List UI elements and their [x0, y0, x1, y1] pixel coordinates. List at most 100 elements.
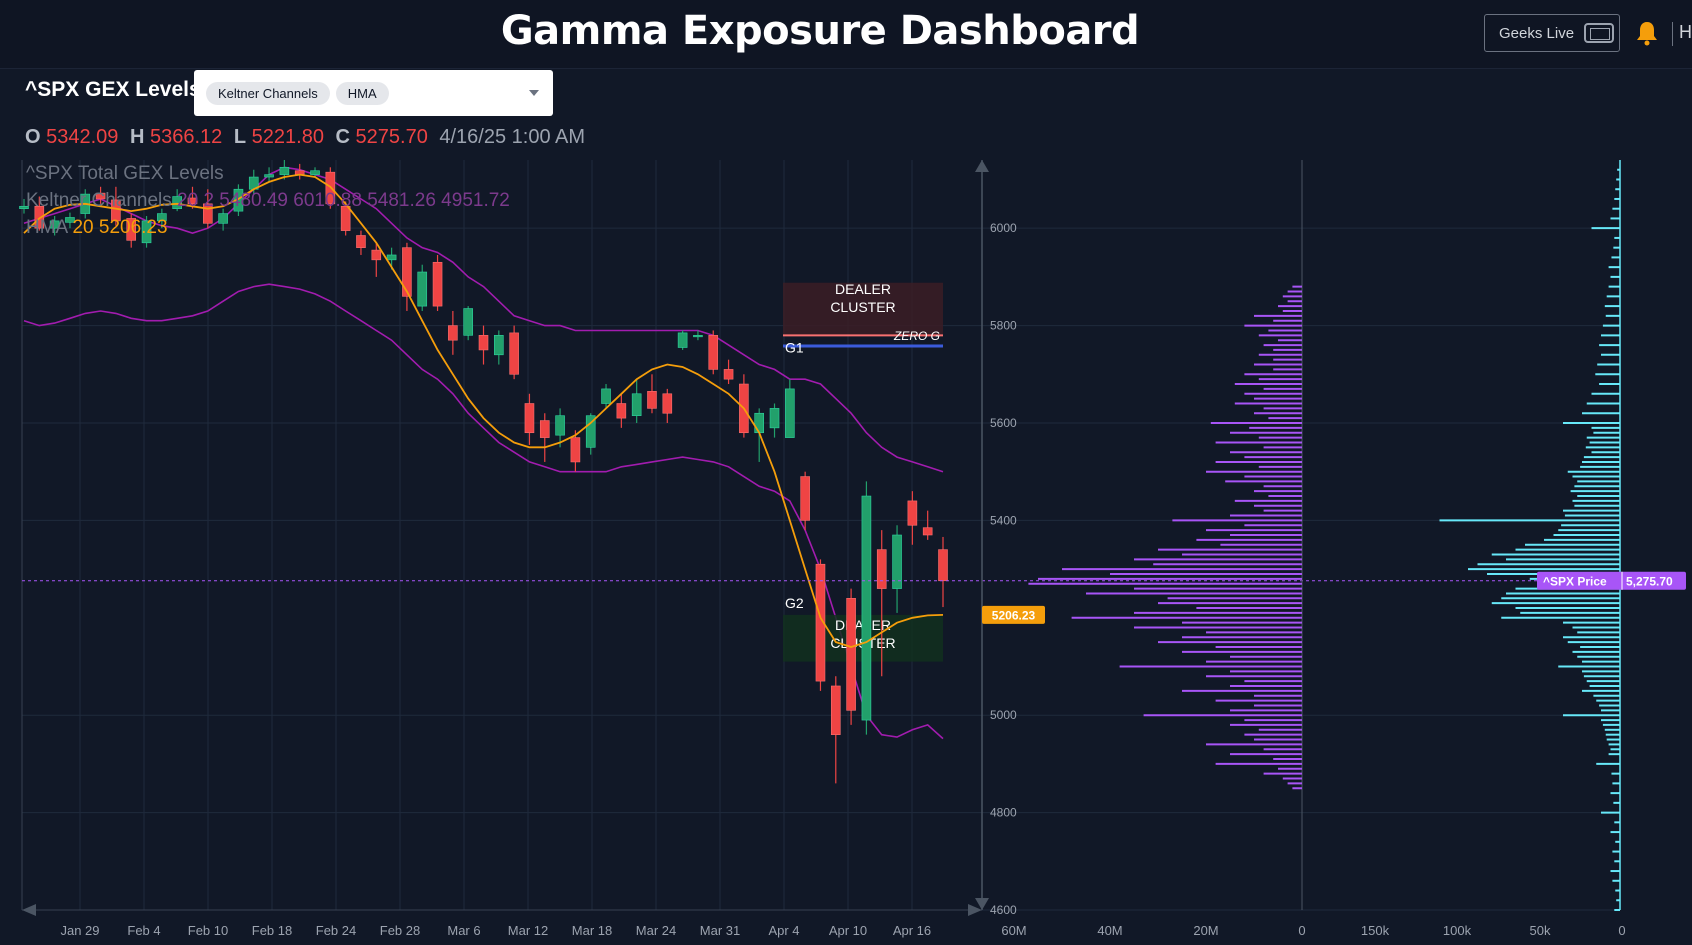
candle-body [65, 217, 75, 223]
geeks-live-label: Geeks Live [1499, 24, 1575, 42]
x-tick-label: Mar 6 [447, 923, 480, 938]
candle-body [830, 685, 841, 735]
y-tick-label: 4800 [990, 806, 1017, 820]
candle-body [861, 495, 872, 721]
candle-body [310, 170, 320, 175]
candle-body [662, 393, 673, 414]
x-tick-label: Feb 4 [127, 923, 160, 938]
indicator-select[interactable]: Keltner Channels HMA [194, 70, 553, 116]
open-value: 5342.09 [46, 126, 119, 148]
x-tick-label: Apr 16 [893, 923, 931, 938]
y-tick-label: 6000 [990, 221, 1017, 235]
candle-body [19, 205, 29, 210]
candle-body [539, 420, 550, 438]
candle-body [356, 235, 366, 248]
ohlc-readout: O 5342.09 H 5366.12 L 5221.80 C 5275.70 … [25, 126, 585, 149]
candle-body [800, 476, 810, 521]
x-tick-label: Mar 18 [572, 923, 612, 938]
candle-body [218, 213, 228, 224]
indicator-chip-hma[interactable]: HMA [335, 81, 389, 105]
candle-body [34, 205, 45, 229]
x-tick-label: Mar 12 [508, 923, 548, 938]
candle-body [432, 261, 443, 307]
candle-body [111, 199, 121, 222]
high-label: H [129, 126, 145, 148]
x-tick-label: Apr 10 [829, 923, 867, 938]
legend-keltner-label: Keltner Channels [26, 190, 172, 211]
dealer-cluster-upper-box [783, 282, 943, 336]
candle-body [846, 598, 856, 711]
spx-price-tag-label: ^SPX Price [1543, 574, 1607, 588]
bar-timestamp: 4/16/25 1:00 AM [439, 126, 586, 148]
chevron-down-icon[interactable] [529, 90, 539, 96]
candle-body [279, 167, 290, 175]
candle-body [907, 500, 918, 526]
x-tick-label: Mar 31 [700, 923, 740, 938]
candle-body [555, 415, 565, 436]
hma-line [23, 173, 944, 648]
candle-body [340, 205, 351, 231]
panel-title: ^SPX GEX Levels [25, 78, 201, 101]
candle-body [876, 549, 887, 589]
legend-keltner: Keltner Channels 20 2 5480.49 6010.88 54… [26, 187, 510, 214]
g2-label: G2 [785, 595, 804, 611]
gex-axis-label: 20M [1193, 923, 1218, 938]
y-tick-label: 5000 [990, 708, 1017, 722]
x-tick-label: Apr 4 [768, 923, 799, 938]
x-tick-label: Feb 24 [316, 923, 356, 938]
x-tick-label: Feb 28 [380, 923, 420, 938]
bell-icon[interactable] [1636, 20, 1658, 46]
low-label: L [233, 126, 247, 148]
candle-body [386, 254, 397, 261]
candle-body [524, 403, 535, 434]
candle-body [938, 549, 948, 582]
y-tick-label: 5800 [990, 319, 1017, 333]
candle-body [785, 388, 795, 438]
candle-body [49, 220, 60, 229]
candle-body [187, 197, 198, 205]
candle-body [203, 203, 213, 224]
candle-body [157, 213, 167, 222]
legend-hma-values: 20 5206.23 [72, 217, 168, 238]
candle-body [723, 369, 734, 380]
candle-body [126, 218, 137, 241]
spx-price-tag [1537, 571, 1686, 590]
legend-keltner-values: 20 2 5480.49 6010.88 5481.26 4951.72 [177, 190, 510, 211]
indicator-chip-keltner[interactable]: Keltner Channels [206, 81, 330, 105]
geeks-live-button[interactable]: Geeks Live [1484, 14, 1620, 52]
candle-body [264, 174, 274, 178]
volume-axis-label: 50k [1530, 923, 1551, 938]
axis-up-arrow [975, 160, 989, 172]
app-title: Gamma Exposure Dashboard [500, 8, 1140, 54]
gex-axis-label: 0 [1298, 923, 1305, 938]
user-menu[interactable]: H [1672, 22, 1692, 46]
dealer-cluster-upper-label: DEALER CLUSTER [830, 281, 895, 315]
candle-body [585, 415, 596, 448]
candle-body [463, 308, 473, 336]
candle-body [172, 196, 182, 210]
axis-down-arrow [975, 898, 989, 910]
candle-body [677, 332, 688, 348]
candle-body [417, 271, 428, 307]
hma-price-tag [982, 605, 1045, 624]
chart-legend: ^SPX Total GEX Levels Keltner Channels 2… [26, 160, 510, 241]
legend-gex: ^SPX Total GEX Levels [26, 163, 224, 184]
spx-price-tag-value: 5,275.70 [1626, 574, 1673, 588]
g1-label: G1 [785, 339, 804, 355]
tv-icon [1584, 23, 1615, 43]
candle-body [631, 393, 642, 416]
gex-axis-label: 40M [1097, 923, 1122, 938]
legend-hma: HMA 20 5206.23 [26, 214, 510, 241]
candle-body [892, 534, 902, 589]
candle-body [141, 220, 152, 244]
x-tick-label: Mar 24 [636, 923, 676, 938]
volume-axis-label: 100k [1443, 923, 1472, 938]
candle-body [647, 391, 657, 409]
candle-body [922, 527, 933, 536]
axis-left-arrow [22, 904, 36, 916]
volume-axis-label: 0 [1618, 923, 1625, 938]
candle-body [754, 412, 765, 434]
candle-body [448, 325, 458, 341]
keltner-lower-line [23, 283, 944, 740]
